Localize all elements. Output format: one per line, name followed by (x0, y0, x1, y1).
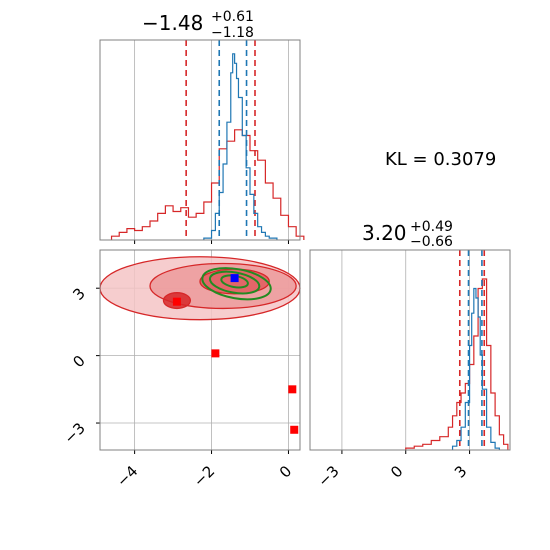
joint-y-tick-label: 0 (69, 352, 88, 371)
joint-x-tick-label: 0 (276, 462, 295, 481)
joint-blue-mode-point (230, 274, 239, 283)
right-hist-frame (309, 249, 511, 451)
right-title-value: 3.20 (362, 221, 407, 245)
top-left-title: −1.48 +0.61 −1.18 (142, 9, 254, 41)
top-title-minus: −1.18 (211, 25, 254, 41)
joint-y-tick-label: 3 (69, 284, 88, 303)
right-hist-tick-label: −3 (314, 462, 342, 490)
right-hist-series-blue (451, 287, 500, 450)
right-title-minus: −0.66 (410, 234, 453, 250)
joint-outlier-point (211, 349, 220, 358)
top-title-value: −1.48 (142, 11, 203, 35)
top-title-plus: +0.61 (211, 9, 254, 25)
joint-x-tick-label: −4 (113, 462, 141, 490)
joint-scatter-panel: −4 −2 0 −3 0 3 (60, 249, 301, 490)
joint-y-tick-label: −3 (60, 419, 88, 447)
bottom-right-histogram: −3 0 3 (309, 249, 511, 490)
top-hist-frame (99, 39, 301, 241)
right-title-plus: +0.49 (410, 219, 453, 235)
joint-outlier-point (288, 385, 297, 394)
right-hist-series-red (405, 278, 509, 450)
top-hist-series-blue (203, 53, 278, 240)
right-hist-tick-label: 0 (387, 462, 406, 481)
joint-green-contour (208, 270, 261, 295)
kl-annotation: KL = 0.3079 (385, 149, 496, 170)
right-title: 3.20 +0.49 −0.66 (362, 219, 453, 250)
joint-frame (99, 249, 301, 451)
top-left-histogram (99, 39, 305, 244)
right-hist-tick-label: 3 (451, 462, 470, 481)
joint-green-contour (201, 267, 272, 301)
top-hist-series-red (110, 129, 305, 240)
joint-outlier-point (290, 425, 299, 434)
joint-outlier-point (172, 297, 181, 306)
joint-x-tick-label: −2 (190, 462, 218, 490)
